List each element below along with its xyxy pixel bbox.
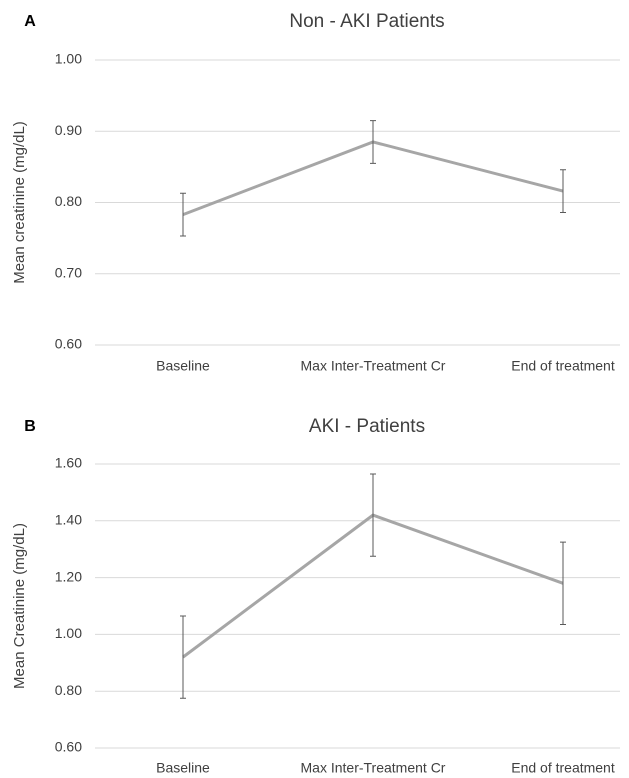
x-tick-label: Baseline [156, 760, 210, 776]
y-axis-title: Mean Creatinine (mg/dL) [11, 523, 28, 689]
y-tick-label: 0.80 [55, 682, 82, 698]
y-axis-title: Mean creatinine (mg/dL) [11, 121, 28, 284]
chart-title: Non - AKI Patients [289, 11, 444, 32]
y-tick-label: 0.90 [55, 122, 82, 138]
y-tick-label: 0.70 [55, 264, 82, 280]
y-tick-label: 1.00 [55, 51, 82, 67]
y-tick-label: 0.60 [55, 336, 82, 352]
y-tick-label: 1.20 [55, 568, 82, 584]
error-bar [560, 169, 566, 213]
y-tick-label: 1.40 [55, 512, 82, 528]
x-tick-label: End of treatment [511, 358, 615, 374]
y-tick-label: 0.60 [55, 739, 82, 755]
x-tick-label: Max Inter-Treatment Cr [301, 358, 446, 374]
chart-title: AKI - Patients [309, 416, 425, 437]
panel-label: A [24, 13, 36, 30]
x-tick-label: Max Inter-Treatment Cr [301, 760, 446, 776]
error-bar [560, 541, 566, 625]
y-tick-label: 1.00 [55, 625, 82, 641]
error-bar [370, 120, 376, 164]
y-tick-label: 1.60 [55, 455, 82, 471]
error-bar [180, 615, 186, 699]
error-bar [370, 473, 376, 557]
y-tick-label: 0.80 [55, 193, 82, 209]
x-tick-label: Baseline [156, 358, 210, 374]
x-tick-label: End of treatment [511, 760, 615, 776]
panel-label: B [24, 418, 36, 435]
error-bar [180, 192, 186, 237]
